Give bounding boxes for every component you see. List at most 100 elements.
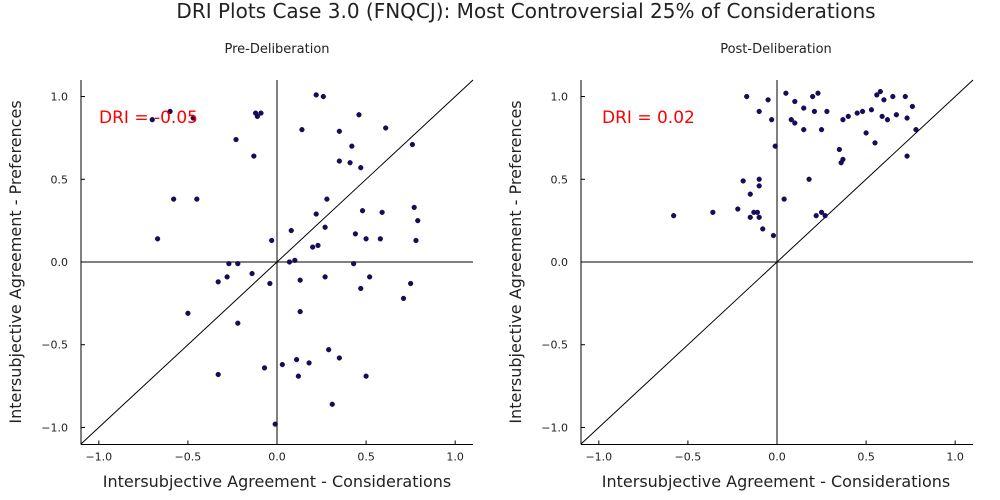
data-point bbox=[818, 209, 825, 215]
data-point bbox=[356, 112, 362, 118]
data-point bbox=[756, 183, 762, 189]
y-tick-label: −0.5 bbox=[541, 339, 568, 352]
data-point bbox=[315, 242, 321, 249]
x-tick-label: 0.5 bbox=[857, 451, 875, 464]
data-point bbox=[859, 108, 866, 115]
data-point bbox=[874, 92, 880, 98]
data-point bbox=[806, 176, 812, 182]
x-tick-label: 0.0 bbox=[268, 451, 286, 464]
y-tick-label: −0.5 bbox=[41, 339, 68, 352]
data-point bbox=[215, 371, 221, 378]
data-point bbox=[810, 93, 816, 100]
data-point bbox=[320, 93, 326, 100]
data-point bbox=[322, 224, 328, 230]
data-point bbox=[879, 113, 885, 120]
data-point bbox=[801, 127, 807, 133]
data-point bbox=[306, 360, 312, 366]
data-point bbox=[756, 108, 762, 115]
data-point bbox=[267, 280, 273, 287]
data-point bbox=[249, 270, 255, 277]
panel-subtitle: Pre-Deliberation bbox=[224, 42, 329, 57]
data-point bbox=[772, 143, 778, 149]
data-point bbox=[890, 93, 896, 100]
x-tick-label: −0.5 bbox=[175, 451, 202, 464]
data-point bbox=[379, 209, 385, 215]
dri-annotation: DRI = -0.05 bbox=[99, 108, 198, 128]
data-point bbox=[367, 274, 373, 280]
data-point bbox=[756, 176, 762, 182]
data-point bbox=[226, 261, 232, 267]
y-tick-label: 1.0 bbox=[51, 91, 69, 104]
data-point bbox=[770, 232, 777, 239]
data-point bbox=[349, 143, 355, 149]
data-point bbox=[408, 280, 414, 287]
x-axis-label: Intersubjective Agreement - Consideratio… bbox=[103, 472, 451, 491]
data-point bbox=[171, 196, 177, 202]
y-tick-label: 0.5 bbox=[551, 173, 569, 186]
data-point bbox=[813, 213, 819, 219]
data-point bbox=[233, 136, 239, 143]
data-point bbox=[413, 237, 419, 244]
y-axis-label: Intersubjective Agreement - Preferences bbox=[506, 100, 525, 423]
data-point bbox=[254, 113, 261, 120]
data-point bbox=[215, 279, 221, 285]
panel-post: Post-Deliberation Intersubjective Agreem… bbox=[506, 42, 974, 491]
x-tick-label: −1.0 bbox=[85, 451, 112, 464]
panel-pre: Pre-Deliberation Intersubjective Agreeme… bbox=[6, 42, 474, 491]
data-point bbox=[836, 146, 842, 153]
x-tick-label: 0.5 bbox=[357, 451, 375, 464]
data-point bbox=[765, 97, 771, 103]
data-point bbox=[310, 244, 316, 250]
data-point bbox=[884, 117, 891, 123]
data-point bbox=[913, 127, 919, 133]
data-point bbox=[840, 117, 846, 123]
y-tick-label: −1.0 bbox=[41, 421, 68, 434]
y-tick-label: 0.0 bbox=[551, 256, 569, 269]
data-point bbox=[313, 92, 319, 98]
data-point bbox=[224, 274, 230, 280]
data-point bbox=[272, 421, 278, 427]
figure-title: DRI Plots Case 3.0 (FNQCJ): Most Controv… bbox=[176, 0, 875, 23]
y-tick-label: 0.0 bbox=[51, 256, 69, 269]
x-tick-label: −1.0 bbox=[585, 451, 612, 464]
data-point bbox=[756, 214, 762, 220]
data-point bbox=[854, 110, 860, 116]
data-point bbox=[190, 115, 196, 121]
data-point bbox=[329, 401, 335, 407]
data-point bbox=[881, 97, 887, 103]
data-point bbox=[286, 259, 293, 265]
x-axis-label: Intersubjective Agreement - Consideratio… bbox=[602, 472, 950, 491]
data-point bbox=[409, 141, 416, 148]
data-point bbox=[863, 130, 869, 136]
data-point bbox=[710, 209, 716, 215]
data-point bbox=[845, 113, 851, 120]
data-point bbox=[781, 196, 787, 202]
data-point bbox=[760, 226, 766, 232]
data-point bbox=[258, 110, 264, 116]
data-point bbox=[904, 153, 910, 159]
data-point bbox=[313, 211, 319, 217]
y-tick-label: 1.0 bbox=[551, 91, 569, 104]
data-point bbox=[347, 160, 353, 166]
data-point bbox=[324, 196, 330, 202]
data-point bbox=[358, 165, 364, 171]
data-point bbox=[811, 108, 818, 115]
data-point bbox=[671, 213, 677, 219]
data-point bbox=[155, 236, 161, 242]
x-tick-label: −0.5 bbox=[675, 451, 702, 464]
data-point bbox=[877, 88, 883, 95]
diagonal-line bbox=[80, 79, 474, 445]
data-point bbox=[818, 127, 825, 133]
data-point bbox=[297, 309, 303, 315]
data-point bbox=[377, 236, 383, 242]
data-point bbox=[194, 196, 200, 202]
data-point bbox=[792, 98, 798, 105]
data-point bbox=[735, 206, 741, 212]
data-point bbox=[363, 373, 369, 379]
data-point bbox=[326, 347, 332, 353]
data-point bbox=[279, 361, 285, 368]
data-point bbox=[167, 108, 173, 115]
data-point bbox=[747, 191, 753, 197]
data-point bbox=[261, 365, 268, 371]
